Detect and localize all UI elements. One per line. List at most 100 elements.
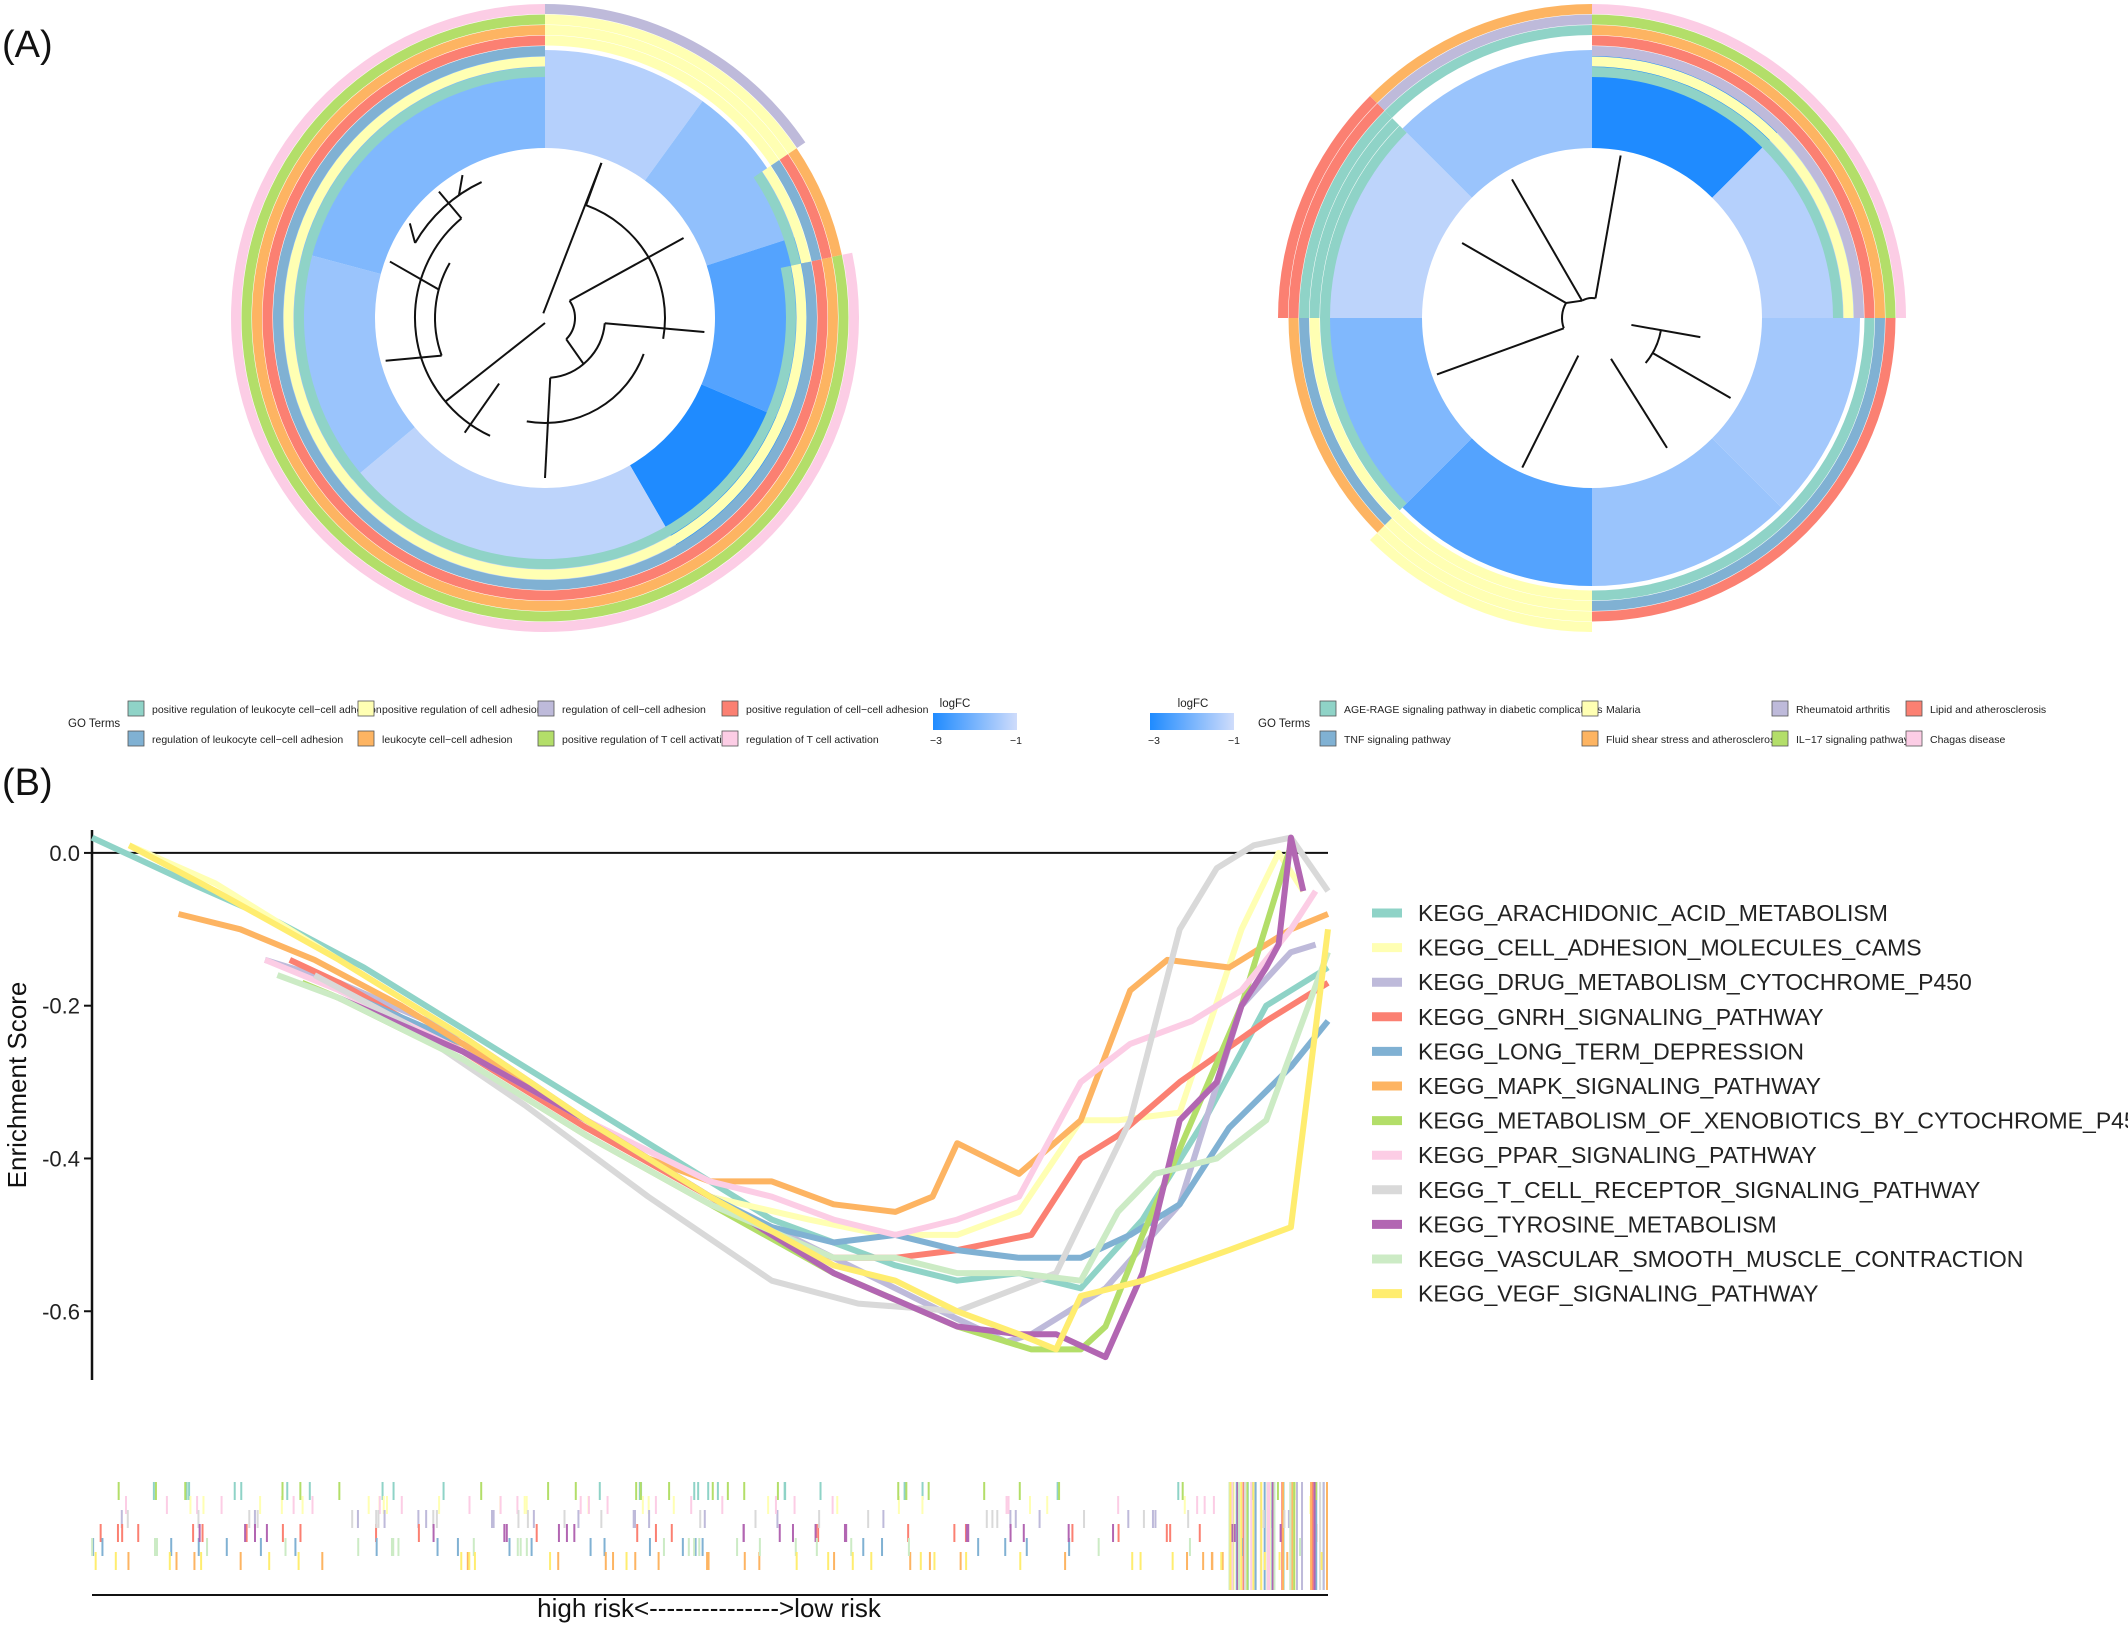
- dendrogram-branch: [385, 354, 442, 362]
- y-axis-label: Enrichment Score: [2, 982, 32, 1189]
- heatmap-segment: [1324, 128, 1472, 318]
- kegg-legend-label: TNF signaling pathway: [1344, 734, 1452, 746]
- annotation-ring-arc: [788, 148, 842, 257]
- dendrogram-branch: [408, 223, 417, 244]
- annotation-ring-arc: [1320, 125, 1407, 318]
- kegg-legend-swatch: [1581, 700, 1599, 717]
- kegg-legend-label: Lipid and atherosclerosis: [1930, 704, 2046, 716]
- dendrogram-branch: [565, 300, 576, 340]
- series-line: [300, 844, 1294, 1353]
- kegg-legend-swatch: [1771, 730, 1789, 747]
- go-legend-swatch: [127, 700, 145, 717]
- panel-label-b: (B): [2, 762, 53, 804]
- annotation-ring-arc: [1369, 532, 1592, 632]
- dendrogram-branch: [438, 190, 463, 220]
- dendrogram-branch: [550, 323, 606, 379]
- x-axis-label: high risk<--------------->low risk: [537, 1593, 882, 1623]
- annotation-ring-arc: [1320, 318, 1407, 511]
- dendrogram-branch: [585, 204, 666, 340]
- kegg-legend-label: AGE-RAGE signaling pathway in diabetic c…: [1344, 704, 1603, 716]
- annotation-ring-arc: [753, 171, 801, 266]
- heatmap-segment: [630, 384, 792, 551]
- dendrogram-branch: [526, 353, 645, 424]
- kegg-logfc-colorbar: [1150, 713, 1234, 730]
- legend-label: KEGG_VASCULAR_SMOOTH_MUSCLE_CONTRACTION: [1418, 1246, 2023, 1272]
- kegg-legend-header: GO Terms: [1258, 718, 1310, 730]
- heatmap-segment: [1712, 318, 1860, 508]
- series-line: [338, 987, 1331, 1261]
- kegg-logfc-max: −1: [1228, 735, 1240, 747]
- dendrogram-branch: [1610, 358, 1668, 449]
- y-tick-label: -0.6: [42, 1299, 80, 1324]
- dendrogram-branch: [544, 377, 552, 479]
- dendrogram-branch: [1581, 297, 1596, 302]
- dendrogram-branch: [1511, 178, 1583, 302]
- dendrogram-branch: [1565, 299, 1583, 304]
- go-legend-swatch: [537, 730, 555, 747]
- go-logfc-title: logFC: [940, 698, 971, 710]
- y-tick-label: -0.4: [42, 1146, 80, 1171]
- series-line: [263, 889, 1319, 1238]
- go-legend-swatch: [357, 730, 375, 747]
- gsea-lines: [90, 834, 1331, 1361]
- annotation-ring-arc: [770, 160, 822, 262]
- heatmap-segment: [1324, 318, 1472, 508]
- circos-go-terms: [231, 4, 860, 632]
- panel-label-a: (A): [2, 24, 53, 66]
- kegg-legend-swatch: [1771, 700, 1789, 717]
- annotation-ring-arc: [1377, 525, 1592, 622]
- dendrogram-branch: [569, 237, 685, 302]
- dendrogram-branch: [585, 162, 603, 206]
- dendrogram-branch: [1436, 327, 1565, 376]
- annotation-ring-arc: [1288, 318, 1385, 533]
- annotation-ring-arc: [1299, 110, 1392, 318]
- annotation-ring-arc: [545, 14, 797, 154]
- annotation-ring-arc: [1377, 14, 1592, 111]
- annotation-ring-arc: [1278, 95, 1378, 318]
- kegg-legend-label: Fluid shear stress and atherosclerosis: [1606, 734, 1783, 746]
- go-legend-label: leukocyte cell−cell adhesion: [382, 734, 513, 746]
- gsea-axes: 0.0 -0.2 -0.4 -0.6: [42, 830, 1328, 1596]
- dendrogram-branch: [414, 217, 491, 437]
- heatmap-segment: [1402, 50, 1592, 198]
- dendrogram-branch: [463, 382, 500, 434]
- series-line: [264, 941, 1317, 1345]
- kegg-legend-swatch: [1319, 700, 1337, 717]
- legend-label: KEGG_CELL_ADHESION_MOLECULES_CAMS: [1418, 935, 1922, 961]
- annotation-ring-arc: [545, 25, 788, 160]
- go-legend-label: regulation of T cell activation: [746, 734, 879, 746]
- legend-label: KEGG_TYROSINE_METABOLISM: [1418, 1211, 1777, 1237]
- y-tick-label: 0.0: [49, 841, 80, 866]
- circos-kegg-pathways: [1278, 4, 1906, 632]
- heatmap-segment: [1592, 438, 1782, 586]
- annotation-ring-arc: [1384, 24, 1592, 118]
- go-legend: GO Terms positive regulation of leukocyt…: [68, 698, 1022, 747]
- annotation-ring-arc: [762, 165, 812, 264]
- go-legend-swatch: [357, 700, 375, 717]
- kegg-legend-swatch: [1319, 730, 1337, 747]
- legend-label: KEGG_DRUG_METABOLISM_CYTOCHROME_P450: [1418, 969, 1972, 995]
- annotation-ring-arc: [1288, 103, 1385, 318]
- dendrogram-branch: [1631, 323, 1701, 339]
- go-legend-label: positive regulation of cell adhesion: [382, 704, 543, 716]
- kegg-legend-label: Rheumatoid arthritis: [1796, 704, 1890, 716]
- gsea-legend: KEGG_ARACHIDONIC_ACID_METABOLISM KEGG_CEL…: [1372, 900, 2128, 1307]
- go-legend-label: positive regulation of cell−cell adhesio…: [746, 704, 929, 716]
- dendrogram-branch: [414, 181, 483, 244]
- annotation-ring-arc: [1384, 518, 1592, 611]
- go-legend-label: regulation of cell−cell adhesion: [562, 704, 706, 716]
- legend-label: KEGG_METABOLISM_OF_XENOBIOTICS_BY_CYTOCH…: [1418, 1108, 2128, 1134]
- legend-label: KEGG_MAPK_SIGNALING_PATHWAY: [1418, 1073, 1821, 1099]
- go-legend-swatch: [537, 700, 555, 717]
- annotation-ring-arc: [545, 35, 780, 166]
- go-logfc-colorbar: [933, 713, 1017, 730]
- go-legend-swatch: [721, 700, 739, 717]
- go-logfc-min: −3: [930, 735, 942, 747]
- heatmap-segment: [644, 101, 800, 266]
- series-line: [127, 842, 1331, 1353]
- series-line: [177, 911, 1330, 1215]
- legend-label: KEGG_ARACHIDONIC_ACID_METABOLISM: [1418, 900, 1888, 926]
- dendrogram-branch: [444, 322, 546, 403]
- y-tick-label: -0.2: [42, 994, 80, 1019]
- kegg-logfc-min: −3: [1148, 735, 1160, 747]
